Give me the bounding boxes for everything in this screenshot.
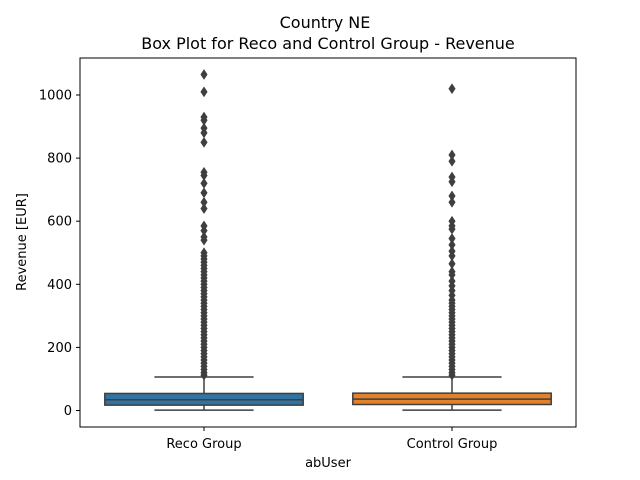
axes-frame — [79, 57, 577, 428]
outlier-point — [200, 203, 208, 215]
outlier-point — [200, 69, 208, 80]
y-axis: 0 200 400 600 800 1000 — [39, 89, 80, 419]
y-tick-label: 0 — [64, 404, 72, 419]
plot-area — [104, 69, 552, 411]
x-axis-label: abUser — [305, 456, 352, 471]
outlier-point — [200, 369, 208, 381]
outlier-point — [200, 136, 208, 148]
outlier-point — [448, 369, 456, 381]
outlier-point — [448, 176, 456, 188]
y-tick-label: 200 — [47, 341, 72, 356]
box-group-reco — [104, 69, 304, 411]
x-axis: Reco Group Control Group — [166, 427, 497, 452]
y-tick-label: 400 — [47, 278, 72, 293]
x-tick-label: Control Group — [407, 437, 498, 452]
x-tick-label: Reco Group — [166, 437, 241, 452]
box-group-control — [352, 83, 552, 411]
y-tick-label: 600 — [47, 215, 72, 230]
outlier-point — [448, 83, 456, 95]
y-tick-label: 800 — [47, 152, 72, 167]
outlier-point — [200, 86, 208, 98]
outlier-point — [200, 234, 208, 246]
outlier-point — [448, 196, 456, 208]
y-tick-label: 1000 — [39, 89, 72, 104]
outlier-point — [448, 155, 456, 167]
chart-title: Country NE — [280, 13, 371, 32]
chart-subtitle: Box Plot for Reco and Control Group - Re… — [141, 34, 515, 53]
y-axis-label: Revenue [EUR] — [15, 193, 30, 291]
